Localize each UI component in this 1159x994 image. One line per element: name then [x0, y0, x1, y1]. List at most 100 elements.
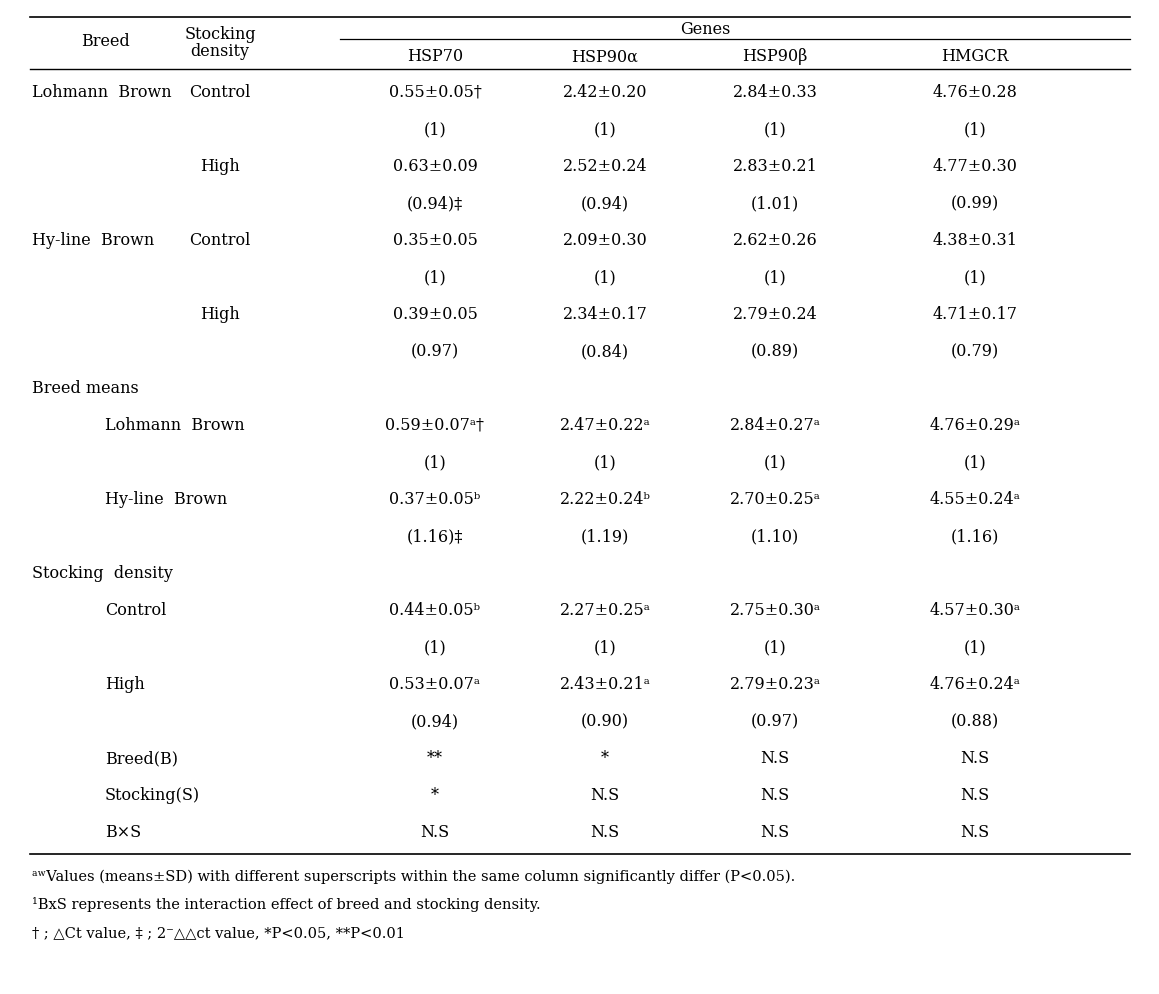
- Text: (1): (1): [424, 638, 446, 655]
- Text: 2.79±0.24: 2.79±0.24: [732, 306, 817, 323]
- Text: High: High: [201, 306, 240, 323]
- Text: (0.79): (0.79): [950, 343, 999, 360]
- Text: *: *: [431, 786, 439, 803]
- Text: 4.76±0.24ᵃ: 4.76±0.24ᵃ: [930, 675, 1020, 692]
- Text: (0.88): (0.88): [950, 713, 999, 730]
- Text: 2.84±0.33: 2.84±0.33: [732, 83, 817, 101]
- Text: High: High: [105, 675, 145, 692]
- Text: N.S: N.S: [961, 786, 990, 803]
- Text: 2.52±0.24: 2.52±0.24: [562, 158, 648, 175]
- Text: 0.53±0.07ᵃ: 0.53±0.07ᵃ: [389, 675, 481, 692]
- Text: 2.27±0.25ᵃ: 2.27±0.25ᵃ: [560, 601, 650, 618]
- Text: N.S: N.S: [590, 786, 620, 803]
- Text: 4.76±0.28: 4.76±0.28: [933, 83, 1018, 101]
- Text: N.S: N.S: [590, 823, 620, 840]
- Text: (1): (1): [593, 638, 617, 655]
- Text: **: **: [427, 749, 443, 766]
- Text: 4.71±0.17: 4.71±0.17: [933, 306, 1018, 323]
- Text: ᵃʷValues (means±SD) with different superscripts within the same column significa: ᵃʷValues (means±SD) with different super…: [32, 869, 795, 884]
- Text: Control: Control: [105, 601, 167, 618]
- Text: (1): (1): [424, 453, 446, 470]
- Text: Control: Control: [189, 83, 250, 101]
- Text: 2.22±0.24ᵇ: 2.22±0.24ᵇ: [560, 490, 650, 508]
- Text: Stocking(S): Stocking(S): [105, 786, 201, 803]
- Text: 0.63±0.09: 0.63±0.09: [393, 158, 478, 175]
- Text: N.S: N.S: [760, 823, 789, 840]
- Text: 4.57±0.30ᵃ: 4.57±0.30ᵃ: [930, 601, 1021, 618]
- Text: (1.01): (1.01): [751, 195, 799, 212]
- Text: Breed means: Breed means: [32, 380, 139, 397]
- Text: (1): (1): [764, 268, 786, 285]
- Text: (0.99): (0.99): [950, 195, 999, 212]
- Text: HSP90α: HSP90α: [571, 49, 639, 66]
- Text: HMGCR: HMGCR: [941, 49, 1008, 66]
- Text: 2.42±0.20: 2.42±0.20: [563, 83, 647, 101]
- Text: 2.09±0.30: 2.09±0.30: [562, 232, 648, 248]
- Text: 0.35±0.05: 0.35±0.05: [393, 232, 478, 248]
- Text: (1): (1): [764, 453, 786, 470]
- Text: (0.94)‡: (0.94)‡: [407, 195, 464, 212]
- Text: HSP70: HSP70: [407, 49, 464, 66]
- Text: (0.94): (0.94): [411, 713, 459, 730]
- Text: Stocking  density: Stocking density: [32, 565, 173, 581]
- Text: (0.84): (0.84): [581, 343, 629, 360]
- Text: Genes: Genes: [680, 22, 730, 39]
- Text: N.S: N.S: [961, 823, 990, 840]
- Text: (0.90): (0.90): [581, 713, 629, 730]
- Text: (1): (1): [764, 638, 786, 655]
- Text: 4.38±0.31: 4.38±0.31: [933, 232, 1018, 248]
- Text: 4.77±0.30: 4.77±0.30: [933, 158, 1018, 175]
- Text: (1): (1): [424, 121, 446, 138]
- Text: (1): (1): [424, 268, 446, 285]
- Text: 2.75±0.30ᵃ: 2.75±0.30ᵃ: [729, 601, 821, 618]
- Text: (1.16)‡: (1.16)‡: [407, 528, 464, 545]
- Text: (1): (1): [593, 268, 617, 285]
- Text: (0.97): (0.97): [411, 343, 459, 360]
- Text: (1.16): (1.16): [950, 528, 999, 545]
- Text: (1): (1): [963, 453, 986, 470]
- Text: HSP90β: HSP90β: [742, 49, 808, 66]
- Text: 2.47±0.22ᵃ: 2.47±0.22ᵃ: [560, 416, 650, 433]
- Text: ¹BxS represents the interaction effect of breed and stocking density.: ¹BxS represents the interaction effect o…: [32, 897, 540, 911]
- Text: Lohmann  Brown: Lohmann Brown: [32, 83, 172, 101]
- Text: 2.62±0.26: 2.62±0.26: [732, 232, 817, 248]
- Text: 0.39±0.05: 0.39±0.05: [393, 306, 478, 323]
- Text: 4.76±0.29ᵃ: 4.76±0.29ᵃ: [930, 416, 1021, 433]
- Text: Hy-line  Brown: Hy-line Brown: [105, 490, 227, 508]
- Text: density: density: [190, 44, 249, 61]
- Text: Breed(B): Breed(B): [105, 749, 178, 766]
- Text: N.S: N.S: [961, 749, 990, 766]
- Text: Stocking: Stocking: [184, 27, 256, 44]
- Text: (1): (1): [593, 121, 617, 138]
- Text: 0.55±0.05†: 0.55±0.05†: [388, 83, 481, 101]
- Text: (0.89): (0.89): [751, 343, 799, 360]
- Text: (1.10): (1.10): [751, 528, 799, 545]
- Text: Control: Control: [189, 232, 250, 248]
- Text: † ; △Ct value, ‡ ; 2⁻△△ct value, *P<0.05, **P<0.01: † ; △Ct value, ‡ ; 2⁻△△ct value, *P<0.05…: [32, 925, 404, 939]
- Text: High: High: [201, 158, 240, 175]
- Text: (1): (1): [963, 121, 986, 138]
- Text: (1.19): (1.19): [581, 528, 629, 545]
- Text: 2.83±0.21: 2.83±0.21: [732, 158, 817, 175]
- Text: (0.97): (0.97): [751, 713, 799, 730]
- Text: 0.37±0.05ᵇ: 0.37±0.05ᵇ: [389, 490, 481, 508]
- Text: *: *: [602, 749, 608, 766]
- Text: Breed: Breed: [81, 34, 130, 51]
- Text: 2.70±0.25ᵃ: 2.70±0.25ᵃ: [729, 490, 821, 508]
- Text: (1): (1): [963, 638, 986, 655]
- Text: N.S: N.S: [421, 823, 450, 840]
- Text: Hy-line  Brown: Hy-line Brown: [32, 232, 154, 248]
- Text: (0.94): (0.94): [581, 195, 629, 212]
- Text: (1): (1): [764, 121, 786, 138]
- Text: N.S: N.S: [760, 786, 789, 803]
- Text: B×S: B×S: [105, 823, 141, 840]
- Text: 0.44±0.05ᵇ: 0.44±0.05ᵇ: [389, 601, 481, 618]
- Text: N.S: N.S: [760, 749, 789, 766]
- Text: 2.79±0.23ᵃ: 2.79±0.23ᵃ: [729, 675, 821, 692]
- Text: 2.34±0.17: 2.34±0.17: [562, 306, 648, 323]
- Text: 2.43±0.21ᵃ: 2.43±0.21ᵃ: [560, 675, 650, 692]
- Text: Lohmann  Brown: Lohmann Brown: [105, 416, 245, 433]
- Text: 4.55±0.24ᵃ: 4.55±0.24ᵃ: [930, 490, 1020, 508]
- Text: (1): (1): [963, 268, 986, 285]
- Text: 2.84±0.27ᵃ: 2.84±0.27ᵃ: [729, 416, 821, 433]
